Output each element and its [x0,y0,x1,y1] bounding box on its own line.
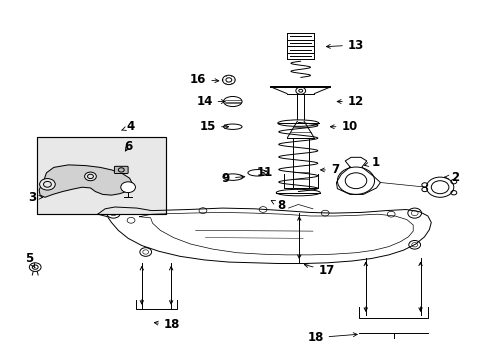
Bar [37,137,166,214]
Text: 2: 2 [444,171,458,184]
Ellipse shape [247,170,267,176]
Text: 6: 6 [124,140,132,153]
Bar [297,94,304,121]
Ellipse shape [276,189,320,196]
Text: 1: 1 [364,156,379,169]
Text: 4: 4 [122,120,135,133]
Circle shape [222,75,235,85]
Text: 11: 11 [256,166,273,179]
Bar [292,138,308,188]
Text: 17: 17 [304,264,334,277]
Text: 13: 13 [326,39,364,51]
Circle shape [121,182,135,193]
Text: 15: 15 [199,120,228,133]
Text: 12: 12 [337,95,364,108]
Ellipse shape [223,96,242,107]
Text: 9: 9 [222,172,244,185]
Text: 14: 14 [196,95,224,108]
Text: 16: 16 [189,73,218,86]
FancyBboxPatch shape [114,166,128,174]
Text: 8: 8 [271,199,285,212]
Text: 18: 18 [306,331,356,344]
Text: 3: 3 [28,191,42,204]
Text: 18: 18 [154,318,180,331]
Text: 7: 7 [320,163,338,176]
Circle shape [84,172,96,181]
Text: 10: 10 [330,120,357,133]
Circle shape [40,179,55,190]
Ellipse shape [277,120,318,126]
Text: 5: 5 [25,252,35,268]
Ellipse shape [223,174,242,180]
Ellipse shape [223,124,242,130]
Polygon shape [39,165,132,197]
